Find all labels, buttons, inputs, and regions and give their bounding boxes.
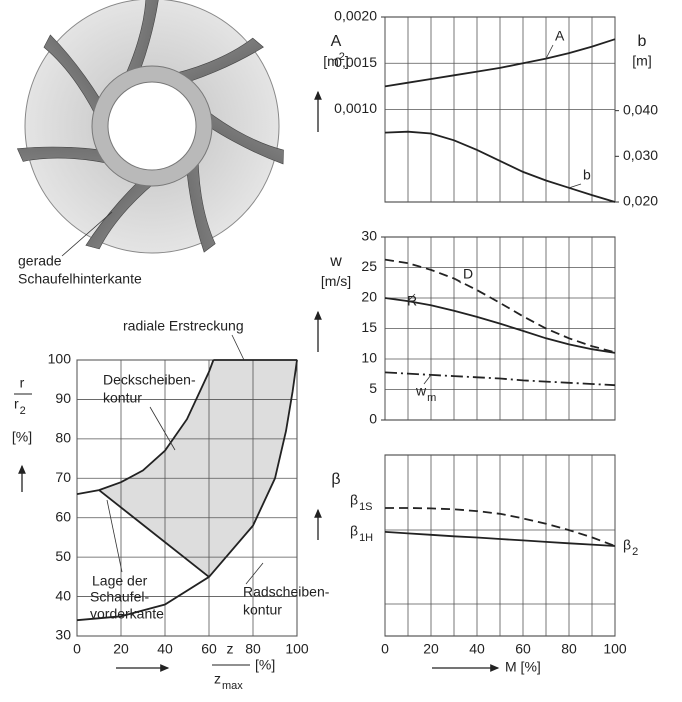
leader-line [107, 500, 122, 572]
x-tick-label: 20 [423, 641, 439, 657]
x-tick-label: 60 [201, 641, 217, 657]
y-axis-label: r [20, 375, 25, 391]
y2-tick-label: 0,040 [623, 101, 658, 117]
x-axis-label-sub: max [222, 680, 243, 692]
y-axis-label: A [331, 33, 342, 50]
x-tick-label: 0 [73, 641, 81, 657]
series-label-sub: 1H [359, 532, 373, 544]
series-label: A [555, 28, 565, 44]
y-axis-label: w [329, 253, 342, 270]
x-axis-label: M [%] [505, 659, 541, 675]
end-label: β [623, 537, 631, 553]
contour-label: kontur [103, 390, 142, 406]
y-tick-label: 80 [55, 430, 71, 446]
y-tick-label: 10 [361, 350, 377, 366]
y-tick-label: 90 [55, 390, 71, 406]
series-label: β [350, 523, 358, 539]
y2-axis-unit: [m] [632, 53, 651, 69]
y-tick-label: 15 [361, 319, 377, 335]
y-tick-label: 0 [369, 411, 377, 427]
y-tick-label: 30 [361, 228, 377, 244]
y-tick-label: 40 [55, 587, 71, 603]
contour-label: Radscheiben- [243, 584, 330, 600]
leader-line [232, 335, 244, 360]
contour-label: Schaufel- [90, 589, 149, 605]
unit-part: [m [323, 53, 339, 69]
x-tick-label: 100 [285, 641, 309, 657]
x-tick-label: 80 [561, 641, 577, 657]
impeller [13, 0, 289, 255]
y-axis-label: β [331, 471, 340, 488]
leader-line [424, 375, 431, 384]
y-tick-label: 50 [55, 548, 71, 564]
contour-label: vorderkante [90, 606, 164, 622]
x-axis-unit: [%] [255, 657, 275, 673]
impeller-bore [108, 82, 196, 170]
x-tick-label: 100 [603, 641, 627, 657]
y-axis-label: r [14, 396, 19, 412]
y-tick-label: 70 [55, 469, 71, 485]
series-label-sub: 1S [359, 501, 372, 513]
end-label-sub: 2 [632, 546, 638, 558]
x-tick-label: 40 [157, 641, 173, 657]
x-tick-label: 0 [381, 641, 389, 657]
y-axis-unit: [m2] [323, 51, 349, 69]
page: {"impeller_label": ["gerade", "Schaufelh… [0, 0, 682, 702]
y2-axis-label: b [638, 33, 647, 50]
y-tick-label: 25 [361, 258, 377, 274]
series-label: D [463, 266, 473, 282]
series-label: β [350, 492, 358, 508]
series-label: w [415, 383, 427, 399]
y-tick-label: 0,0020 [334, 8, 377, 24]
x-tick-label: 40 [469, 641, 485, 657]
y-tick-label: 100 [48, 351, 72, 367]
impeller-label: gerade [18, 253, 62, 269]
annotation: radiale Erstreckung [123, 318, 244, 334]
y-tick-label: 20 [361, 289, 377, 305]
y2-tick-label: 0,030 [623, 147, 658, 163]
series-label: b [583, 167, 591, 183]
figure: geradeSchaufelhinterkante0,00100,00150,0… [0, 0, 682, 697]
leader-line [150, 407, 175, 450]
x-tick-label: 20 [113, 641, 129, 657]
x-axis-label: z [214, 671, 221, 687]
y-axis-label-sub: 2 [20, 405, 26, 417]
x-axis-label: z [227, 641, 234, 657]
leader-line [246, 563, 263, 584]
x-tick-label: 80 [245, 641, 261, 657]
y-tick-label: 0,0010 [334, 100, 377, 116]
y2-tick-label: 0,020 [623, 193, 658, 209]
impeller-label: Schaufelhinterkante [18, 271, 142, 287]
y-tick-label: 5 [369, 380, 377, 396]
contour-label: Lage der [92, 573, 148, 589]
y-axis-unit: [%] [12, 429, 32, 445]
contour-label: kontur [243, 602, 282, 618]
unit-part: [m/s] [321, 273, 351, 289]
y-axis-unit: [m/s] [321, 273, 351, 289]
y-tick-label: 30 [55, 627, 71, 643]
series-label-sub: m [427, 392, 436, 404]
unit-part: ] [345, 53, 349, 69]
y-tick-label: 60 [55, 508, 71, 524]
contour-label: Deckscheiben- [103, 372, 196, 388]
x-tick-label: 60 [515, 641, 531, 657]
leader-line [569, 184, 581, 188]
